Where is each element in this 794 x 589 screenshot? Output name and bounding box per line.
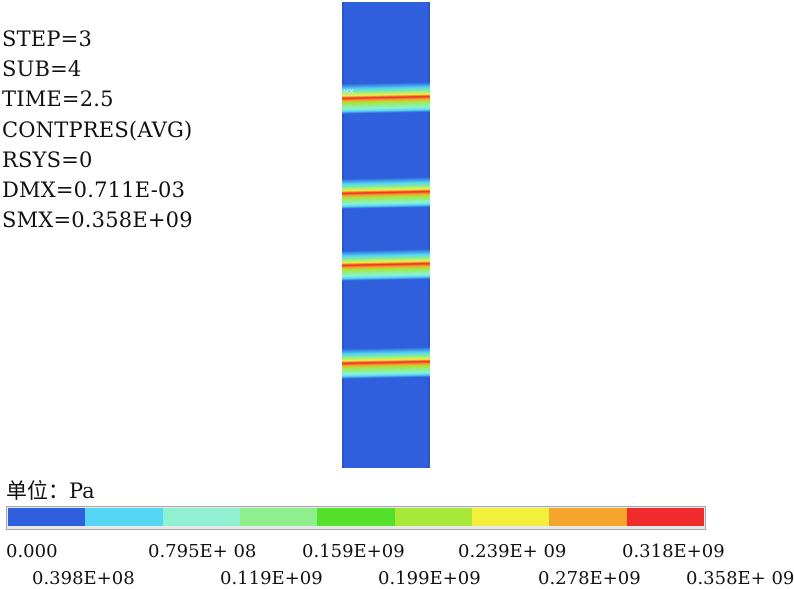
legend-tick-top-1: 0.000	[6, 541, 58, 562]
legend-tick-bottom-4: 0.278E+09	[538, 568, 641, 589]
legend-swatch-8	[549, 508, 627, 526]
info-result-type: CONTPRES(AVG)	[2, 117, 193, 142]
legend-swatch-2	[85, 508, 163, 526]
legend-colorbar	[6, 506, 706, 530]
info-step: STEP=3	[2, 27, 93, 51]
legend-swatch-9	[626, 508, 704, 526]
legend-swatch-5	[317, 508, 395, 526]
contact-band-3	[342, 249, 430, 281]
legend-tick-top-5: 0.318E+09	[622, 541, 725, 562]
contact-band-1	[342, 82, 430, 114]
legend-swatch-7	[471, 508, 550, 526]
legend-tick-bottom-5: 0.358E+ 09	[686, 568, 794, 589]
legend-swatch-1	[8, 508, 86, 526]
info-smx: SMX=0.358E+09	[2, 208, 193, 233]
legend-swatch-6	[394, 508, 472, 526]
contact-band-4	[342, 347, 430, 379]
legend-tick-top-4: 0.239E+ 09	[458, 541, 567, 562]
legend-tick-bottom-1: 0.398E+08	[32, 568, 135, 589]
contact-band-2	[342, 177, 430, 209]
max-marker-label: MX	[343, 88, 354, 96]
legend-swatch-3	[162, 508, 240, 526]
legend-tick-bottom-3: 0.199E+09	[378, 568, 481, 589]
legend-tick-top-3: 0.159E+09	[302, 541, 405, 562]
info-time: TIME=2.5	[2, 87, 114, 112]
legend-swatch-4	[239, 508, 318, 526]
column-right-edge	[428, 2, 430, 468]
info-substep: SUB=4	[2, 57, 82, 82]
result-info-block: STEP=3 SUB=4 TIME=2.5 CONTPRES(AVG) RSYS…	[2, 24, 193, 235]
legend-tick-top-2: 0.795E+ 08	[148, 541, 257, 562]
info-dmx: DMX=0.711E-03	[2, 178, 186, 203]
unit-label: 单位：Pa	[6, 479, 95, 503]
legend-tick-bottom-2: 0.119E+09	[220, 568, 323, 589]
contour-plot-column: MX	[342, 2, 430, 468]
column-left-edge	[342, 2, 344, 468]
info-rsys: RSYS=0	[2, 147, 93, 172]
